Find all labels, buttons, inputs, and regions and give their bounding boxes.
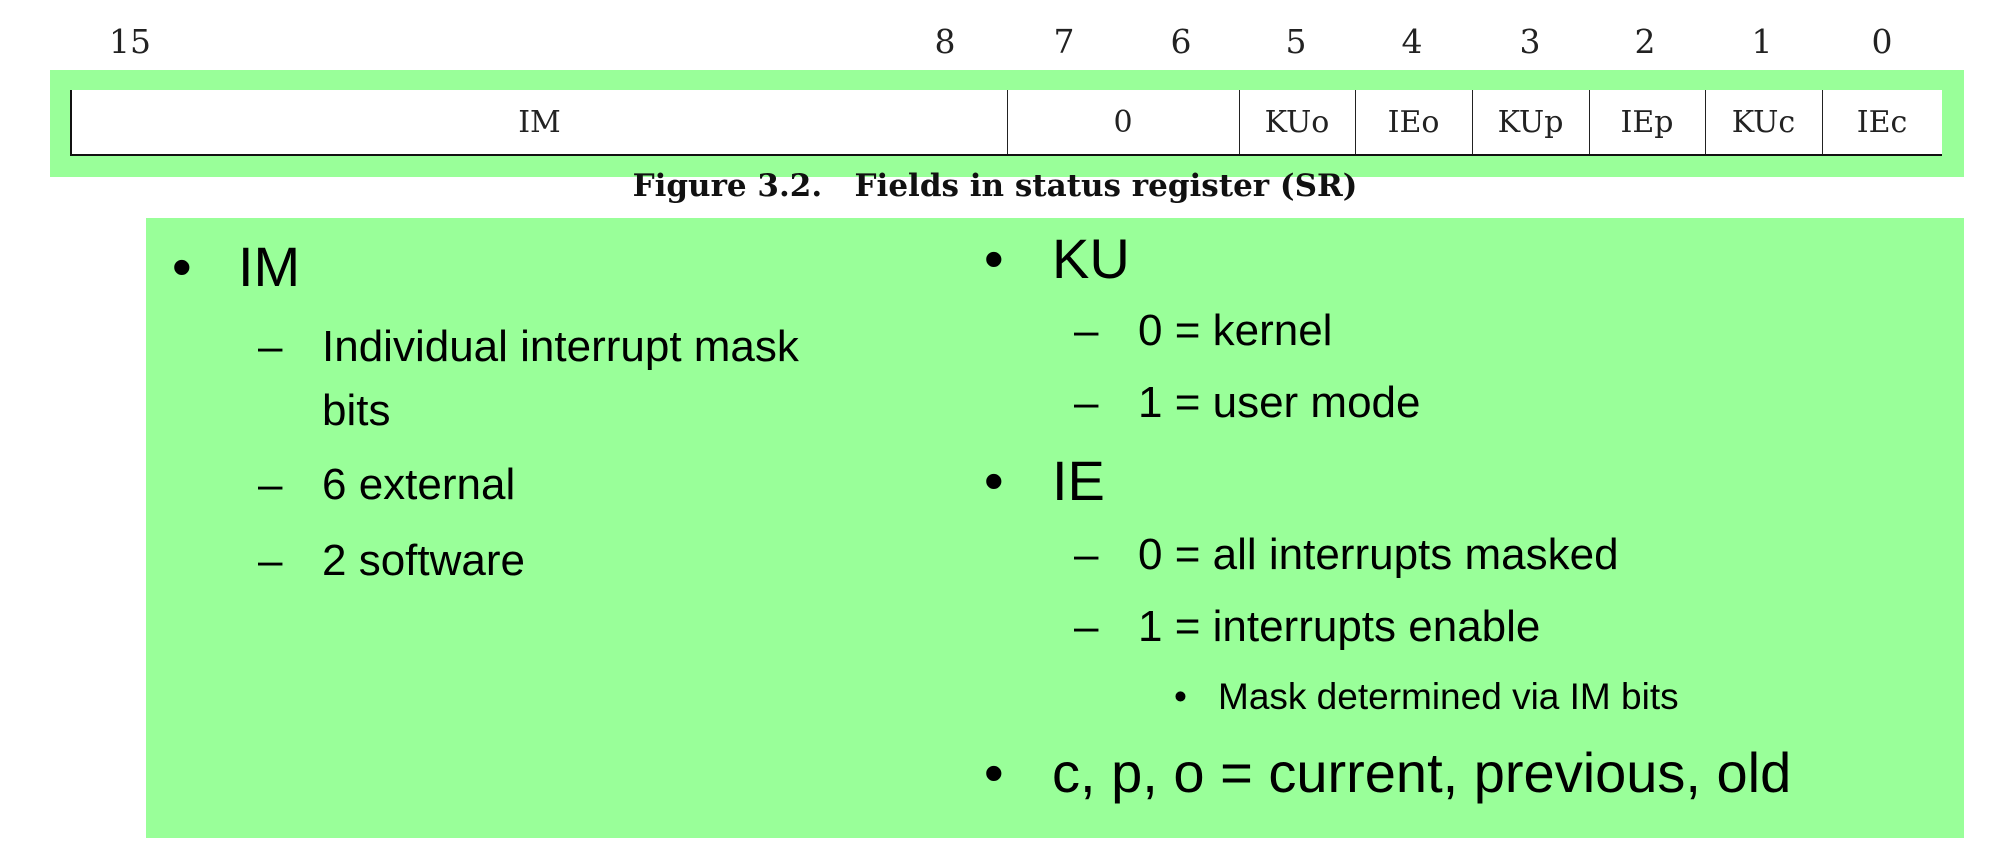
bit-number-3: 3 <box>1519 22 1541 61</box>
field-divider <box>1355 90 1356 154</box>
field-divider <box>1705 90 1706 154</box>
field-ieo: IEo <box>1387 104 1440 140</box>
ku-item-0: 0 = kernel <box>1138 306 1333 355</box>
bit-number-7: 7 <box>1053 22 1075 61</box>
bit-number-15: 15 <box>109 22 151 61</box>
field-kuc: KUc <box>1731 104 1796 140</box>
im-item-1: Individual interrupt mask <box>322 322 799 371</box>
figure-caption: Figure 3.2. Fields in status register (S… <box>632 168 1358 204</box>
field-kup: KUp <box>1497 104 1564 140</box>
status-register-diagram: IM 0 KUo IEo KUp IEp KUc IEc <box>70 90 1942 156</box>
bullet-dot: • <box>984 227 1004 290</box>
bit-number-2: 2 <box>1634 22 1656 61</box>
cpo-line: c, p, o = current, previous, old <box>1052 741 1792 804</box>
ie-item-0: 0 = all interrupts masked <box>1138 530 1619 579</box>
bit-number-0: 0 <box>1871 22 1893 61</box>
field-iec: IEc <box>1856 104 1908 140</box>
im-heading: IM <box>238 235 301 298</box>
bullet-dot: • <box>172 235 192 298</box>
dash-marker: – <box>1074 602 1099 651</box>
dash-marker: – <box>1074 306 1099 355</box>
field-divider <box>1589 90 1590 154</box>
im-item-2: 6 external <box>322 460 516 509</box>
dash-marker: – <box>1074 530 1099 579</box>
ie-subitem: Mask determined via IM bits <box>1218 676 1679 717</box>
dash-marker: – <box>258 536 283 585</box>
bullet-dot-small: • <box>1174 676 1187 717</box>
field-divider <box>1472 90 1473 154</box>
dash-marker: – <box>1074 378 1099 427</box>
bullet-dot: • <box>984 449 1004 512</box>
im-item-3: 2 software <box>322 536 525 585</box>
field-divider <box>1239 90 1240 154</box>
ie-heading: IE <box>1052 449 1105 512</box>
dash-marker: – <box>258 460 283 509</box>
bit-number-6: 6 <box>1170 22 1192 61</box>
ku-item-1: 1 = user mode <box>1138 378 1421 427</box>
ie-item-1: 1 = interrupts enable <box>1138 602 1541 651</box>
bullet-dot: • <box>984 741 1004 804</box>
ku-heading: KU <box>1052 227 1130 290</box>
field-divider <box>1822 90 1823 154</box>
bit-number-1: 1 <box>1751 22 1773 61</box>
bit-number-4: 4 <box>1401 22 1423 61</box>
field-kuo: KUo <box>1264 104 1330 140</box>
notes-panel <box>146 218 1964 838</box>
field-iep: IEp <box>1620 104 1674 140</box>
field-divider <box>1007 90 1008 154</box>
bit-number-8: 8 <box>934 22 956 61</box>
dash-marker: – <box>258 322 283 371</box>
im-item-1-cont: bits <box>322 386 391 435</box>
field-im: IM <box>518 104 561 140</box>
field-reserved-zero: 0 <box>1113 104 1133 140</box>
bit-number-5: 5 <box>1285 22 1307 61</box>
